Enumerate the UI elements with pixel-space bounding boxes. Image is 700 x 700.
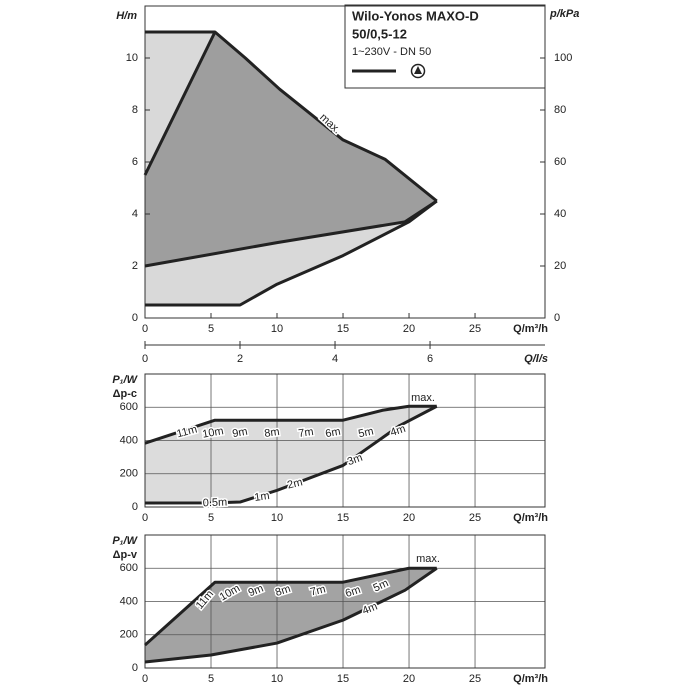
curve	[143, 31, 217, 176]
plot-frame	[144, 373, 546, 508]
x-tick-label: 5	[208, 323, 214, 335]
curve	[145, 199, 438, 307]
curve-label: 1m	[254, 490, 271, 504]
curve-label: 10m	[201, 425, 224, 441]
x-axis-label: Q/m³/h	[513, 323, 548, 335]
x-axis-label: Q/m³/h	[513, 512, 548, 524]
y-tick-label: 8	[132, 104, 138, 116]
y-tick-label: 400	[120, 434, 138, 446]
x-tick-label: 25	[469, 323, 481, 335]
x-tick-label: 20	[403, 673, 415, 685]
legend-note: 1~230V - DN 50	[352, 46, 431, 58]
x2-axis-label: Q/l/s	[524, 353, 548, 365]
y-axis-label: H/m	[116, 10, 137, 22]
y2-tick-label: 20	[554, 260, 566, 272]
y-tick-label: 4	[132, 208, 138, 220]
y2-axis-label: p/kPa	[549, 8, 579, 20]
curve-label: 8m	[264, 426, 281, 440]
legend-subtitle: 50/0,5-12	[352, 26, 407, 41]
y-tick-label: 200	[120, 629, 138, 641]
y2-tick-label: 80	[554, 104, 566, 116]
y-tick-label: 0	[132, 662, 138, 674]
pump-icon-triangle	[414, 66, 422, 74]
x-tick-label: 20	[403, 512, 415, 524]
x-tick-label: 10	[271, 673, 283, 685]
curve-label: 6m	[324, 426, 341, 440]
y-axis-label: P₁/W	[112, 535, 138, 547]
y-tick-label: 0	[132, 312, 138, 324]
annotation: max.	[411, 392, 435, 404]
x-tick-label: 15	[337, 512, 349, 524]
x2-tick-label: 4	[332, 353, 338, 365]
y-tick-label: 0	[132, 501, 138, 513]
y-tick-label: 400	[120, 595, 138, 607]
x-tick-label: 5	[208, 673, 214, 685]
y2-tick-label: 40	[554, 208, 566, 220]
y-tick-label: 6	[132, 156, 138, 168]
y-tick-label: 200	[120, 468, 138, 480]
x-tick-label: 15	[337, 323, 349, 335]
x-tick-label: 15	[337, 673, 349, 685]
x-axis-label: Q/m³/h	[513, 673, 548, 685]
region-fill	[145, 32, 437, 266]
x-tick-label: 10	[271, 323, 283, 335]
y-tick-label: 600	[120, 562, 138, 574]
x2-tick-label: 2	[237, 353, 243, 365]
y-axis-sublabel: Δp-v	[113, 549, 138, 561]
annotation: max.	[416, 553, 440, 565]
curve	[143, 566, 437, 647]
x-tick-label: 25	[469, 673, 481, 685]
x-tick-label: 5	[208, 512, 214, 524]
x2-tick-label: 0	[142, 353, 148, 365]
y-tick-label: 2	[132, 260, 138, 272]
curve-label: 0.5m	[203, 496, 228, 509]
legend-title: Wilo-Yonos MAXO-D	[352, 8, 479, 23]
y-axis-sublabel: Δp-c	[113, 388, 137, 400]
x2-tick-label: 6	[427, 353, 433, 365]
region-fill	[145, 406, 437, 504]
plot-frame	[144, 534, 546, 669]
y2-tick-label: 60	[554, 156, 566, 168]
curve	[144, 404, 437, 445]
curve	[144, 567, 438, 664]
y2-tick-label: 0	[554, 312, 560, 324]
x-tick-label: 20	[403, 323, 415, 335]
x-tick-label: 10	[271, 512, 283, 524]
region-fill	[145, 568, 437, 663]
curve-label: 7m	[309, 583, 327, 598]
curve	[144, 199, 438, 268]
curve-label: 2m	[286, 476, 304, 491]
curve-label: 7m	[298, 426, 315, 440]
x-tick-label: 0	[142, 673, 148, 685]
x-tick-label: 0	[142, 323, 148, 335]
y-tick-label: 600	[120, 401, 138, 413]
curve	[144, 404, 438, 505]
x-tick-label: 0	[142, 512, 148, 524]
curve-label: 5m	[357, 425, 374, 440]
curve-label: 9m	[231, 426, 248, 440]
y-tick-label: 10	[126, 52, 138, 64]
x-tick-label: 25	[469, 512, 481, 524]
y-axis-label: P₁/W	[112, 374, 138, 386]
y2-tick-label: 100	[554, 52, 572, 64]
